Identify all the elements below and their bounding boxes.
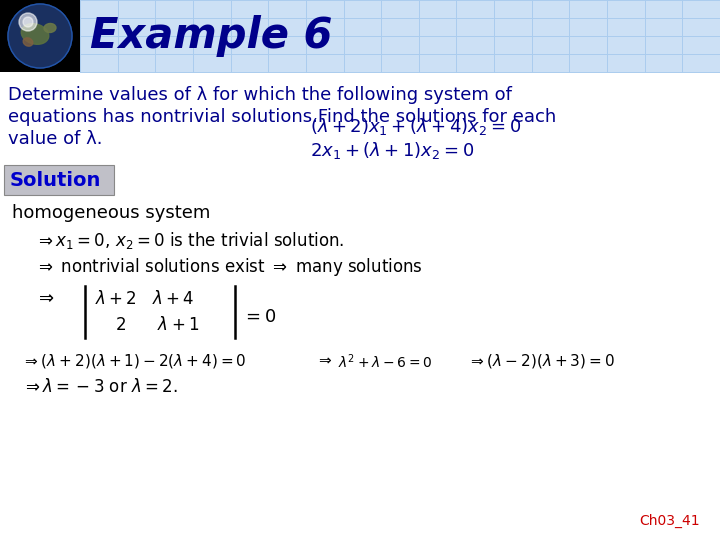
Ellipse shape <box>44 23 56 32</box>
Text: Determine values of λ for which the following system of: Determine values of λ for which the foll… <box>8 86 512 104</box>
Bar <box>0 0 80 72</box>
Text: $2\qquad\lambda+1$: $2\qquad\lambda+1$ <box>115 316 199 334</box>
Text: $\lambda^2+\lambda-6=0$: $\lambda^2+\lambda-6=0$ <box>338 352 433 370</box>
Text: $\Rightarrow(\lambda-2)(\lambda+3)=0$: $\Rightarrow(\lambda-2)(\lambda+3)=0$ <box>468 352 615 370</box>
Ellipse shape <box>23 38 33 46</box>
Text: equations has nontrivial solutions.Find the solutions for each: equations has nontrivial solutions.Find … <box>8 108 557 126</box>
Text: $\Rightarrow$: $\Rightarrow$ <box>316 352 333 367</box>
Circle shape <box>8 4 72 68</box>
Text: $\Rightarrow$ nontrivial solutions exist $\Rightarrow$ many solutions: $\Rightarrow$ nontrivial solutions exist… <box>35 256 423 278</box>
Text: $\Rightarrow\lambda=-3$ or $\lambda=2.$: $\Rightarrow\lambda=-3$ or $\lambda=2.$ <box>22 378 178 396</box>
Circle shape <box>19 13 37 31</box>
Text: homogeneous system: homogeneous system <box>12 204 210 222</box>
Text: $\Rightarrow x_1 = 0,\, x_2 = 0$ is the trivial solution.: $\Rightarrow x_1 = 0,\, x_2 = 0$ is the … <box>35 230 344 251</box>
Text: $\lambda+2\quad\lambda+4$: $\lambda+2\quad\lambda+4$ <box>95 290 194 308</box>
Ellipse shape <box>21 24 49 44</box>
Text: value of λ.: value of λ. <box>8 130 102 148</box>
Text: Solution: Solution <box>10 171 102 190</box>
FancyBboxPatch shape <box>4 165 114 195</box>
Text: Example 6: Example 6 <box>90 15 333 57</box>
Text: $2x_1+(\lambda+1)x_2=0$: $2x_1+(\lambda+1)x_2=0$ <box>310 140 474 161</box>
Text: Ch03_41: Ch03_41 <box>639 514 700 528</box>
Text: $\Rightarrow$: $\Rightarrow$ <box>35 288 55 306</box>
Text: $\Rightarrow(\lambda+2)(\lambda+1)-2(\lambda+4)=0$: $\Rightarrow(\lambda+2)(\lambda+1)-2(\la… <box>22 352 246 370</box>
Circle shape <box>23 17 33 27</box>
Bar <box>0 0 720 72</box>
Text: $=0$: $=0$ <box>242 308 276 326</box>
Text: $(\lambda+2)x_1+(\lambda+4)x_2=0$: $(\lambda+2)x_1+(\lambda+4)x_2=0$ <box>310 116 521 137</box>
